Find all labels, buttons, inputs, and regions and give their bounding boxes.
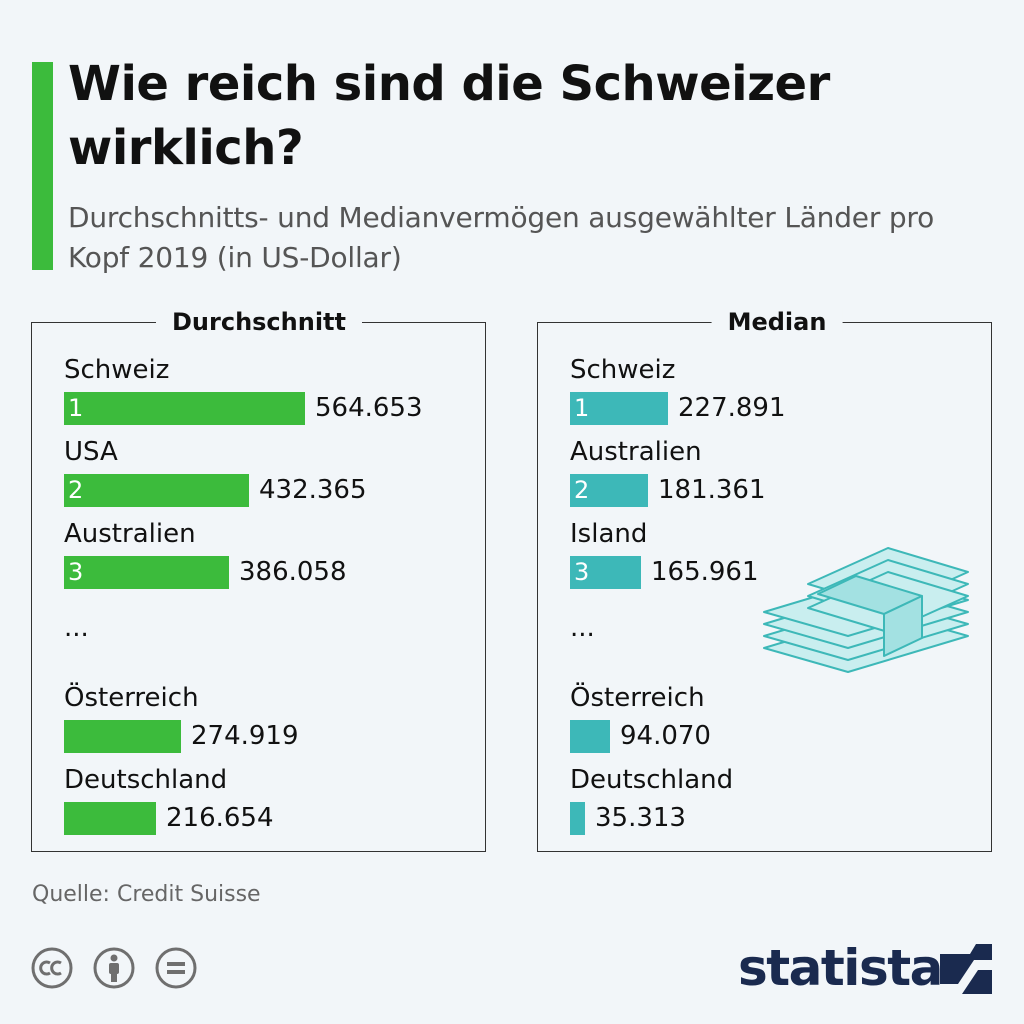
average-ellipsis: ... [64,613,89,643]
median-bar: 2 [570,474,648,507]
statista-mark-icon [940,944,992,994]
page-title: Wie reich sind die Schweizer wirklich? [68,56,830,176]
median-value-label: 227.891 [678,393,786,423]
median-value-label: 165.961 [651,557,759,587]
average-bar: 1 [64,392,305,425]
average-bar-row: USA 2 432.365 [64,437,479,517]
median-panel-title: Median [711,308,843,336]
average-category-label: Australien [64,519,196,549]
logo-text: statista [738,939,943,997]
average-panel-title: Durchschnitt [155,308,363,336]
average-bar [64,802,156,835]
average-category-label: USA [64,437,118,467]
median-panel: Median Schweiz 1 227.891 Australien 2 181.361… [537,308,992,852]
median-bar-row: Island 3 165.961 [570,519,985,599]
median-value-label: 181.361 [658,475,766,505]
average-bar [64,720,181,753]
median-ellipsis: ... [570,613,595,643]
median-bar-row: Australien 2 181.361 [570,437,985,517]
median-category-label: Island [570,519,648,549]
average-bar-row: Österreich 274.919 [64,683,479,763]
median-value-label: 35.313 [595,803,686,833]
median-category-label: Schweiz [570,355,676,385]
average-value-label: 216.654 [166,803,274,833]
median-category-label: Australien [570,437,702,467]
source-note: Quelle: Credit Suisse [32,882,261,907]
median-bar: 3 [570,556,641,589]
average-category-label: Schweiz [64,355,170,385]
median-rank-label: 2 [574,476,590,504]
median-bar [570,802,585,835]
average-rank-label: 3 [68,558,84,586]
median-category-label: Österreich [570,683,705,713]
median-bar [570,720,610,753]
average-bar-row: Deutschland 216.654 [64,765,479,845]
average-value-label: 386.058 [239,557,347,587]
cc-icon [31,947,73,989]
title-accent-bar [32,62,53,270]
average-panel: Durchschnitt Schweiz 1 564.653 USA 2 432.365 A… [31,308,486,852]
by-icon [93,947,135,989]
average-category-label: Deutschland [64,765,228,795]
median-category-label: Deutschland [570,765,734,795]
average-bar-row: Schweiz 1 564.653 [64,355,479,435]
median-rank-label: 3 [574,558,590,586]
median-rank-label: 1 [574,394,590,422]
median-value-label: 94.070 [620,721,711,751]
page-subtitle: Durchschnitts- und Medianvermögen ausgew… [68,201,935,274]
average-bar: 2 [64,474,249,507]
median-bar-row: Österreich 94.070 [570,683,985,763]
median-bar-row: Deutschland 35.313 [570,765,985,845]
average-rank-label: 1 [68,394,84,422]
average-bar: 3 [64,556,229,589]
statista-logo: statista [738,938,1000,998]
money-stack-icon [763,547,969,673]
nd-icon [155,947,197,989]
average-value-label: 564.653 [315,393,423,423]
average-bar-row: Australien 3 386.058 [64,519,479,599]
average-category-label: Österreich [64,683,199,713]
average-rank-label: 2 [68,476,84,504]
average-value-label: 432.365 [259,475,367,505]
average-value-label: 274.919 [191,721,299,751]
median-bar: 1 [570,392,668,425]
median-bar-row: Schweiz 1 227.891 [570,355,985,435]
